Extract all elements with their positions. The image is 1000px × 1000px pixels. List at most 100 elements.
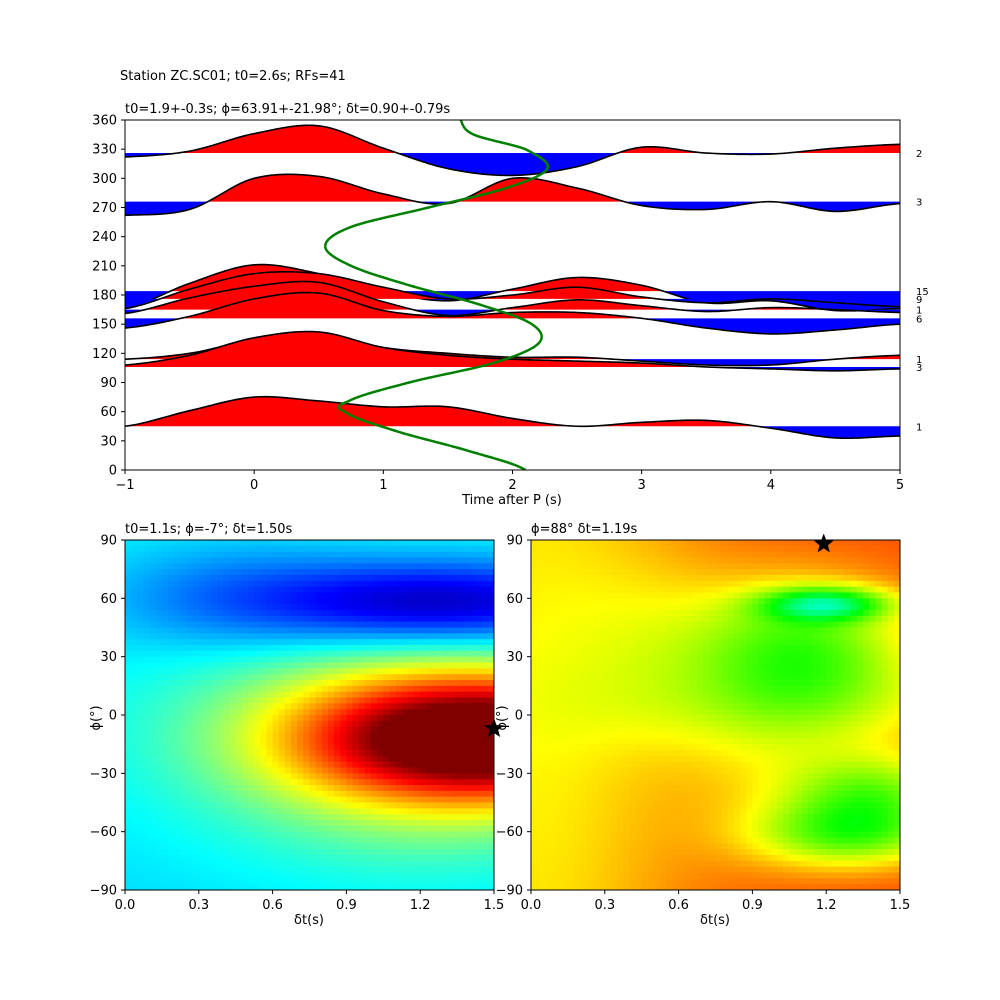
heatmap-cell [137,715,145,722]
heatmap-cell [438,563,446,570]
heatmap-cell [303,575,311,582]
heatmap-cell [266,575,274,582]
heatmap-cell [358,744,366,751]
heatmap-cell [555,592,563,599]
heatmap-cell [647,680,655,687]
heatmap-cell [149,551,157,559]
heatmap-cell [654,843,661,850]
heatmap-cell [217,820,224,827]
heatmap-cell [371,866,378,874]
heatmap-cell [272,814,280,821]
heatmap-cell [174,709,181,716]
heatmap-cell [168,557,175,564]
heatmap-cell [334,697,341,704]
heatmap-cell [580,615,587,623]
heatmap-cell [297,849,304,856]
heatmap-cell [131,720,138,728]
heatmap-cell [241,779,249,786]
heatmap-cell [217,680,224,687]
heatmap-cell [192,825,200,833]
heatmap-cell [309,598,317,605]
heatmap-cell [377,732,384,739]
heatmap-cell [125,825,132,833]
heatmap-cell [198,645,206,652]
heatmap-cell [426,598,434,605]
heatmap-cell [383,551,391,559]
heatmap-cell [223,872,231,879]
heatmap-cell [235,656,243,664]
heatmap-cell [217,785,224,792]
heatmap-cell [254,697,261,704]
heatmap-cell [475,639,483,646]
heatmap-cell [254,557,261,564]
heatmap-cell [469,808,477,815]
heatmap-cell [450,633,458,640]
heatmap-cell [426,750,434,757]
heatmap-cell [567,709,575,716]
heatmap-cell [149,761,157,769]
heatmap-cell [204,849,212,856]
heatmap-cell [617,703,624,710]
heatmap-cell [487,860,494,868]
heatmap-cell [248,575,255,582]
heatmap-cell [254,767,261,774]
heatmap-cell [487,650,494,658]
heatmap-cell [580,802,587,809]
heatmap-cell [198,738,206,745]
heatmap-cell [321,814,329,821]
heatmap-cell [450,720,458,728]
heatmap-cell [444,726,452,734]
heatmap-cell [598,796,606,804]
heatmap-cell [358,656,366,664]
heatmap-cell [457,680,464,687]
heatmap-cell [604,715,612,722]
heatmap-cell [426,592,434,599]
heatmap-cell [377,545,384,553]
heatmap-cell [401,767,409,774]
heatmap-cell [131,703,138,710]
heatmap-cell [192,790,200,798]
heatmap-cell [309,615,317,623]
heatmap-cell [137,773,145,780]
heatmap-cell [592,580,600,588]
heatmap-cell [647,551,655,559]
heatmap-cell [371,860,378,868]
heatmap-cell [143,691,151,699]
heatmap-cell [574,855,581,862]
heatmap-cell [248,604,255,611]
heatmap-cell [364,726,372,734]
heatmap-cell [260,656,268,664]
heatmap-cell [125,575,132,582]
heatmap-cell [475,820,483,827]
heatmap-cell [364,744,372,751]
heatmap-cell [346,878,354,885]
heatmap-cell [561,685,569,693]
heatmap-cell [580,580,587,588]
heatmap-cell [586,586,594,594]
heatmap-cell [561,884,569,890]
heatmap-cell [610,569,618,576]
heatmap-cell [291,586,298,594]
heatmap-cell [543,732,551,739]
heatmap-cell [327,545,335,553]
heatmap-cell [401,545,409,553]
heatmap-cell [487,849,494,856]
heatmap-cell [143,837,151,844]
heatmap-cell [438,621,446,629]
heatmap-cell [617,715,624,722]
heatmap-cell [174,767,181,774]
heatmap-cell [235,872,243,879]
heatmap-cell [161,779,169,786]
heatmap-cell [641,645,649,652]
heatmap-cell [229,750,237,757]
heatmap-cell [654,650,661,658]
heatmap-cell [204,744,212,751]
heatmap-cell [414,750,421,757]
y-tick-label: 360 [92,114,117,129]
heatmap-cell [629,855,637,862]
heatmap-cell [555,563,563,570]
heatmap-cell [549,639,557,646]
heatmap-cell [586,738,594,745]
heatmap-cell [334,860,341,868]
heatmap-cell [352,639,360,646]
